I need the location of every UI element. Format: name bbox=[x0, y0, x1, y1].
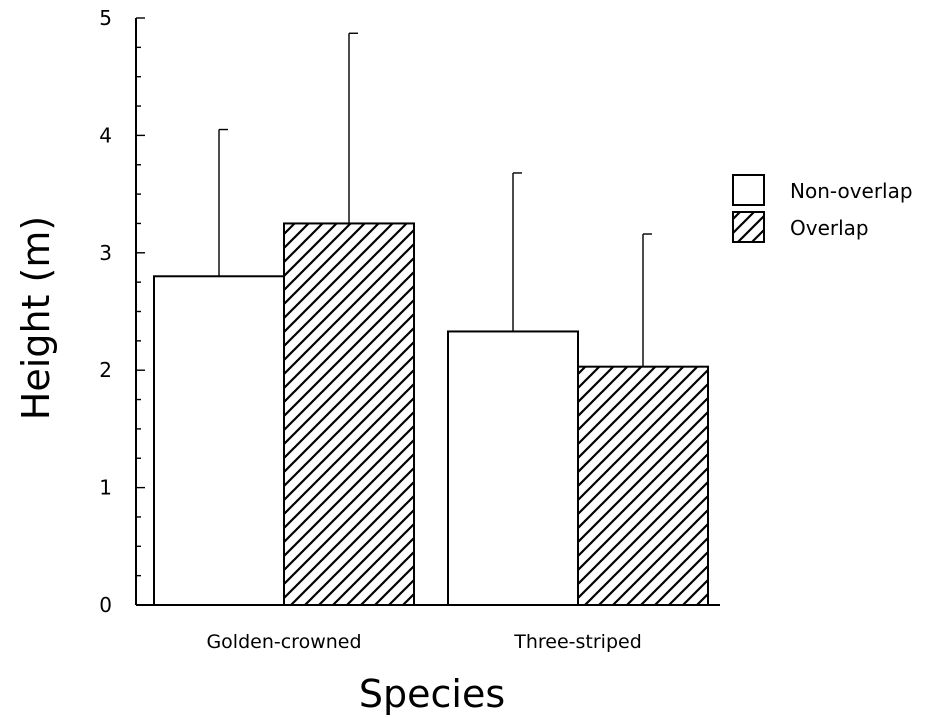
error-bars-group bbox=[218, 32, 652, 367]
y-tick-label: 2 bbox=[99, 358, 112, 382]
bar-non-overlap bbox=[153, 275, 285, 606]
bar-overlap bbox=[283, 222, 415, 606]
x-axis-title: Species bbox=[359, 672, 505, 716]
y-tick-label: 3 bbox=[99, 241, 112, 265]
bars-group bbox=[153, 222, 709, 607]
y-tick-label: 4 bbox=[99, 123, 112, 147]
y-tick-label: 5 bbox=[99, 6, 112, 30]
legend-label: Overlap bbox=[790, 216, 869, 240]
y-axis-title: Height (m) bbox=[14, 216, 58, 420]
bar-non-overlap bbox=[447, 330, 579, 606]
x-category-label: Three-striped bbox=[513, 631, 642, 653]
x-category-label: Golden-crowned bbox=[206, 631, 361, 653]
legend-swatch bbox=[732, 211, 765, 243]
x-categories-group: Golden-crowned Three-striped bbox=[206, 631, 641, 653]
y-tick-label: 1 bbox=[99, 476, 112, 500]
y-tick-label: 0 bbox=[99, 593, 112, 617]
legend: Non-overlap Overlap bbox=[732, 174, 913, 243]
legend-swatch bbox=[732, 174, 765, 206]
legend-label: Non-overlap bbox=[790, 179, 913, 203]
y-ticks-group: 0 1 2 3 4 5 bbox=[99, 6, 145, 617]
bar-overlap bbox=[577, 365, 709, 607]
